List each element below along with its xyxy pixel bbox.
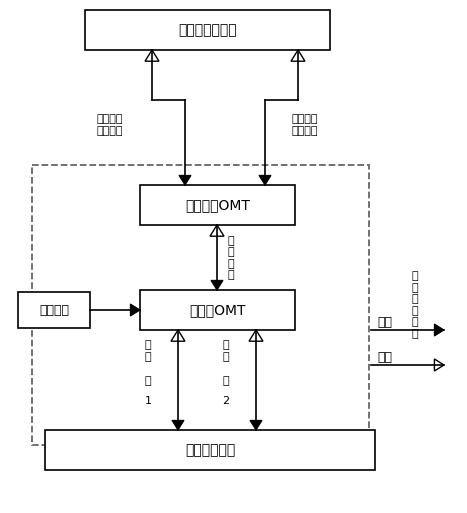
- Polygon shape: [250, 420, 262, 430]
- Text: 圆
波
导
管: 圆 波 导 管: [228, 235, 234, 281]
- Text: 控制电机: 控制电机: [39, 304, 69, 317]
- Polygon shape: [130, 304, 140, 316]
- Text: 1: 1: [144, 396, 151, 406]
- Text: 取极化OMT: 取极化OMT: [189, 303, 246, 317]
- Bar: [32, 165, 369, 445]
- Bar: [140, 290, 295, 330]
- Polygon shape: [211, 281, 223, 290]
- Text: 发射: 发射: [377, 351, 392, 364]
- Polygon shape: [434, 324, 444, 336]
- Text: 垂直极化
馈电网络: 垂直极化 馈电网络: [292, 114, 318, 136]
- Polygon shape: [259, 175, 271, 185]
- Text: 极
化: 极 化: [223, 340, 229, 362]
- Polygon shape: [172, 420, 184, 430]
- Text: 极
化: 极 化: [145, 340, 151, 362]
- Text: 口: 口: [223, 376, 229, 386]
- Bar: [85, 10, 330, 50]
- Text: 极
化
调
整
机
构: 极 化 调 整 机 构: [412, 271, 418, 339]
- Bar: [18, 292, 90, 328]
- Text: 双极化天线阵列: 双极化天线阵列: [178, 23, 237, 37]
- Text: 后端射频电路: 后端射频电路: [185, 443, 235, 457]
- Text: 极化合成OMT: 极化合成OMT: [185, 198, 250, 212]
- Text: 水平极化
馈电网络: 水平极化 馈电网络: [97, 114, 123, 136]
- Text: 接收: 接收: [377, 316, 392, 329]
- Bar: [45, 430, 375, 470]
- Bar: [140, 185, 295, 225]
- Polygon shape: [179, 175, 191, 185]
- Text: 2: 2: [222, 396, 230, 406]
- Text: 口: 口: [145, 376, 151, 386]
